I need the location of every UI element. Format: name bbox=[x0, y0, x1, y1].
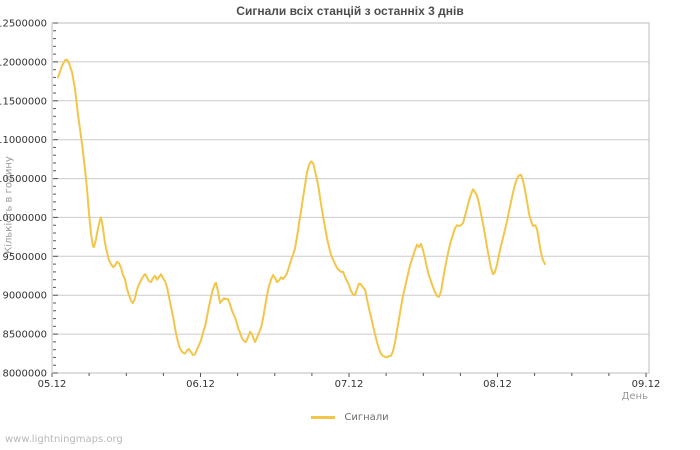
x-tick-label: 08.12 bbox=[483, 379, 512, 390]
x-axis-title: День bbox=[621, 391, 648, 402]
x-tick-label: 05.12 bbox=[38, 379, 67, 390]
legend: Сигнали bbox=[0, 412, 700, 423]
x-tick-label: 07.12 bbox=[335, 379, 364, 390]
y-tick-label: 11000000 bbox=[0, 135, 47, 146]
y-tick-label: 12000000 bbox=[0, 57, 47, 68]
chart-title: Сигнали всіх станцій з останніх 3 днів bbox=[236, 4, 464, 18]
x-tick-label: 06.12 bbox=[186, 379, 215, 390]
y-tick-label: 10000000 bbox=[0, 213, 47, 224]
y-tick-label: 12500000 bbox=[0, 19, 47, 30]
legend-line-swatch bbox=[311, 416, 336, 419]
y-tick-label: 11500000 bbox=[0, 96, 47, 107]
y-tick-label: 10500000 bbox=[0, 174, 47, 185]
y-tick-label: 8000000 bbox=[2, 369, 47, 380]
y-tick-label: 8500000 bbox=[2, 330, 47, 341]
watermark: www.lightningmaps.org bbox=[5, 434, 123, 445]
plot-border bbox=[51, 22, 650, 374]
series-line bbox=[56, 58, 546, 359]
legend-label: Сигнали bbox=[344, 412, 389, 423]
y-tick-label: 9000000 bbox=[2, 291, 47, 302]
x-tick-label: 09.12 bbox=[632, 379, 661, 390]
y-tick-label: 9500000 bbox=[2, 252, 47, 263]
y-axis-title: Кількість в годину bbox=[3, 156, 15, 254]
